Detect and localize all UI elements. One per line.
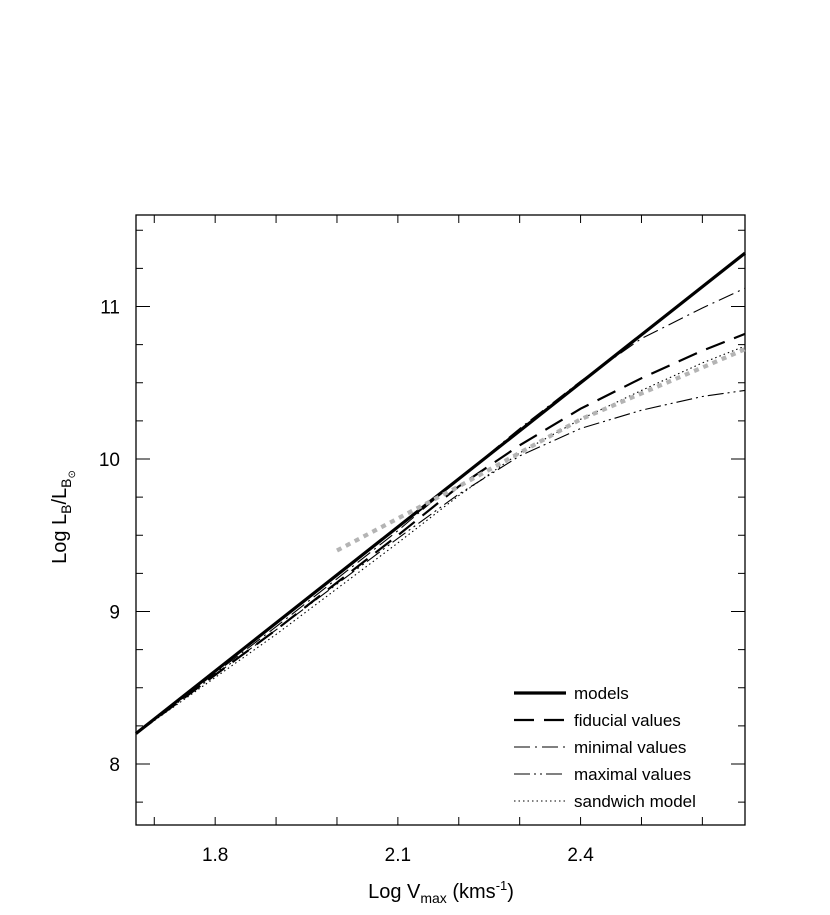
plot-frame bbox=[135, 214, 746, 826]
legend-label: maximal values bbox=[574, 765, 691, 784]
x-tick-label: 2.4 bbox=[567, 845, 594, 866]
y-tick-label: 11 bbox=[100, 298, 120, 319]
y-tick-label: 8 bbox=[109, 755, 120, 776]
series-line-gray-band bbox=[336, 347, 746, 553]
legend-label: fiducial values bbox=[574, 711, 681, 730]
legend-label: models bbox=[574, 684, 629, 703]
series-line-maximal-values bbox=[135, 389, 746, 734]
series-line-sandwich-model bbox=[135, 345, 746, 734]
series-line-fiducial-values bbox=[135, 332, 746, 735]
x-axis-title: Log Vmax (kms-1) bbox=[368, 878, 514, 906]
y-axis-title: Log LB/LB⊙ bbox=[49, 470, 78, 564]
series-layer bbox=[135, 251, 746, 735]
x-tick-label: 2.1 bbox=[385, 845, 411, 866]
ticks: 1.8 2.1 2.4 8 9 10 11 bbox=[99, 215, 745, 866]
series-line-models bbox=[135, 251, 746, 735]
legend: models fiducial values minimal values maxim… bbox=[514, 684, 696, 811]
y-tick-label: 9 bbox=[109, 603, 120, 624]
series-line-minimal-values bbox=[135, 287, 746, 734]
x-tick-label: 1.8 bbox=[202, 845, 228, 866]
legend-label: sandwich model bbox=[574, 792, 696, 811]
y-tick-label: 10 bbox=[99, 450, 120, 471]
legend-label: minimal values bbox=[574, 738, 686, 757]
